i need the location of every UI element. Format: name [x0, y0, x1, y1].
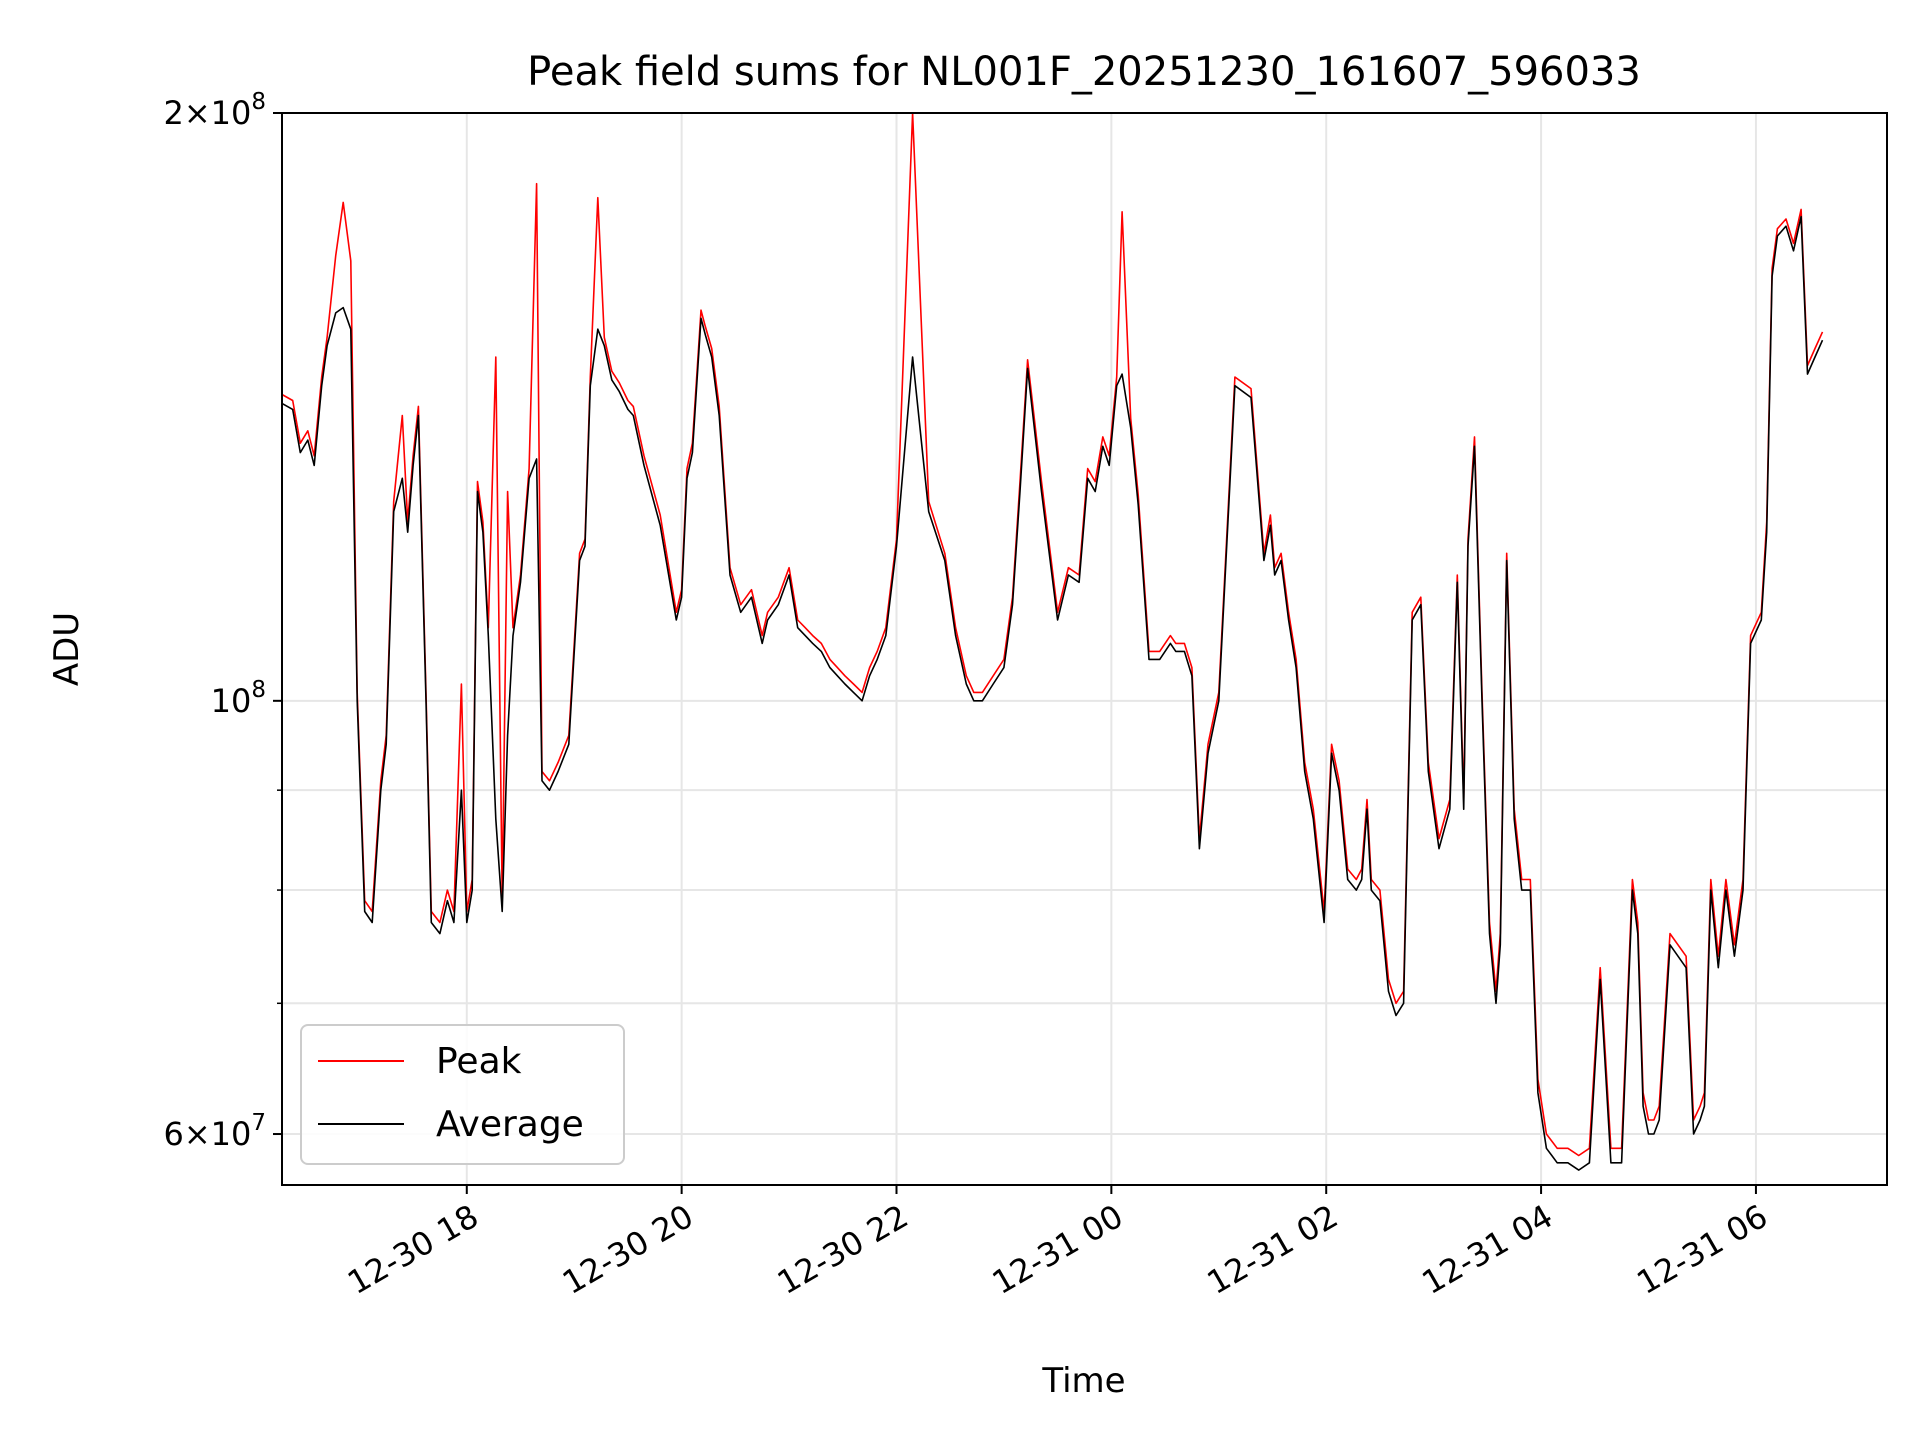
legend-label-peak: Peak	[436, 1041, 522, 1082]
y-tick-label-base: 2×10	[163, 94, 251, 132]
series-line-average	[281, 215, 1824, 1171]
y-tick-label-base: 6×10	[163, 1115, 251, 1153]
series-line-peak	[281, 112, 1824, 1157]
y-tick-label-exponent: 8	[251, 677, 266, 703]
y-tick-label-exponent: 8	[251, 89, 266, 115]
y-axis-label: ADU	[47, 612, 87, 686]
legend-label-average: Average	[436, 1104, 584, 1145]
chart-title: Peak field sums for NL001F_20251230_1616…	[527, 49, 1641, 95]
plot-frame	[281, 112, 1888, 1186]
y-tick-label: 6×107	[163, 1110, 266, 1153]
y-tick-label: 2×108	[163, 89, 266, 132]
x-axis-label: Time	[1041, 1361, 1125, 1401]
y-tick-label-exponent: 7	[251, 1110, 266, 1136]
plot-series	[281, 112, 1824, 1171]
legend: Peak Average	[300, 1024, 625, 1165]
y-tick-label: 108	[211, 677, 266, 720]
y-tick-label-base: 10	[211, 682, 252, 720]
legend-box	[300, 1024, 625, 1165]
